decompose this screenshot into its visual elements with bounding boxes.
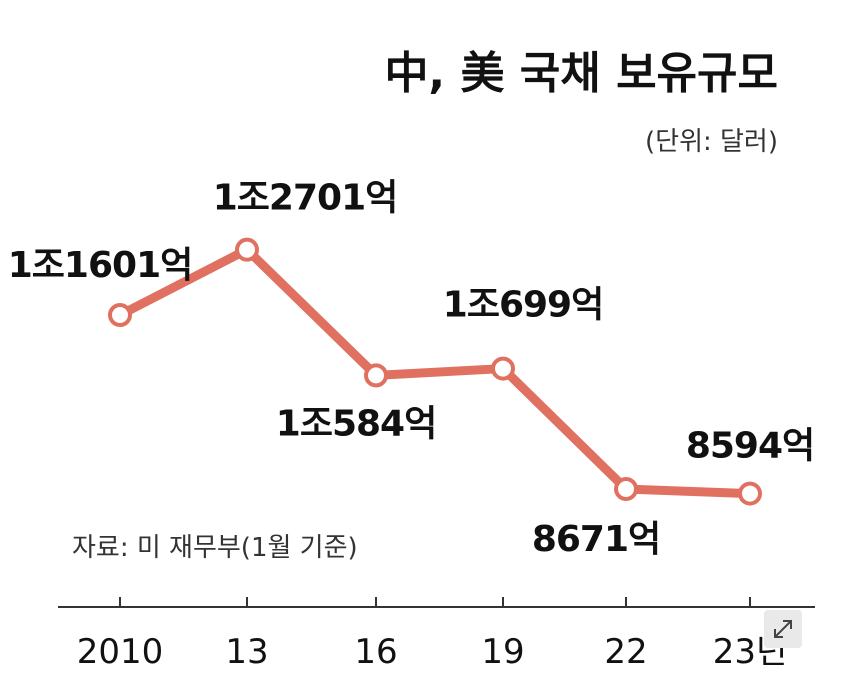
data-point-3 [491, 356, 515, 381]
data-point-5 [738, 481, 762, 506]
value-label-4: 8671억 [532, 519, 660, 560]
value-label-5: 8594억 [686, 426, 814, 467]
data-point-1 [235, 237, 259, 262]
chart-title: 中, 美 국채 보유규모 [384, 48, 778, 99]
x-tick-label-1: 13 [225, 632, 268, 672]
x-tick-label-3: 19 [481, 632, 524, 672]
value-label-2: 1조584억 [276, 403, 436, 444]
data-points [108, 237, 762, 506]
x-tick-label-2: 16 [354, 632, 397, 672]
data-point-2 [364, 363, 388, 388]
data-point-4 [614, 477, 638, 501]
source-note: 자료: 미 재무부(1월 기준) [72, 533, 358, 563]
expand-icon [774, 620, 792, 638]
unit-label: (단위: 달러) [645, 127, 778, 157]
x-tick-label-4: 22 [604, 632, 647, 672]
x-tick-label-0: 2010 [77, 632, 164, 672]
value-labels: 1조1601억 1조2701억 1조584억 1조699억 8671억 8594억 [8, 178, 815, 560]
series-line [115, 245, 755, 499]
value-label-0: 1조1601억 [8, 245, 192, 286]
value-label-3: 1조699억 [443, 285, 603, 326]
expand-button[interactable] [764, 610, 802, 648]
value-label-1: 1조2701억 [213, 178, 397, 219]
data-point-0 [108, 303, 132, 327]
x-axis-ticks: 2010 13 16 19 22 23년 [77, 597, 787, 672]
